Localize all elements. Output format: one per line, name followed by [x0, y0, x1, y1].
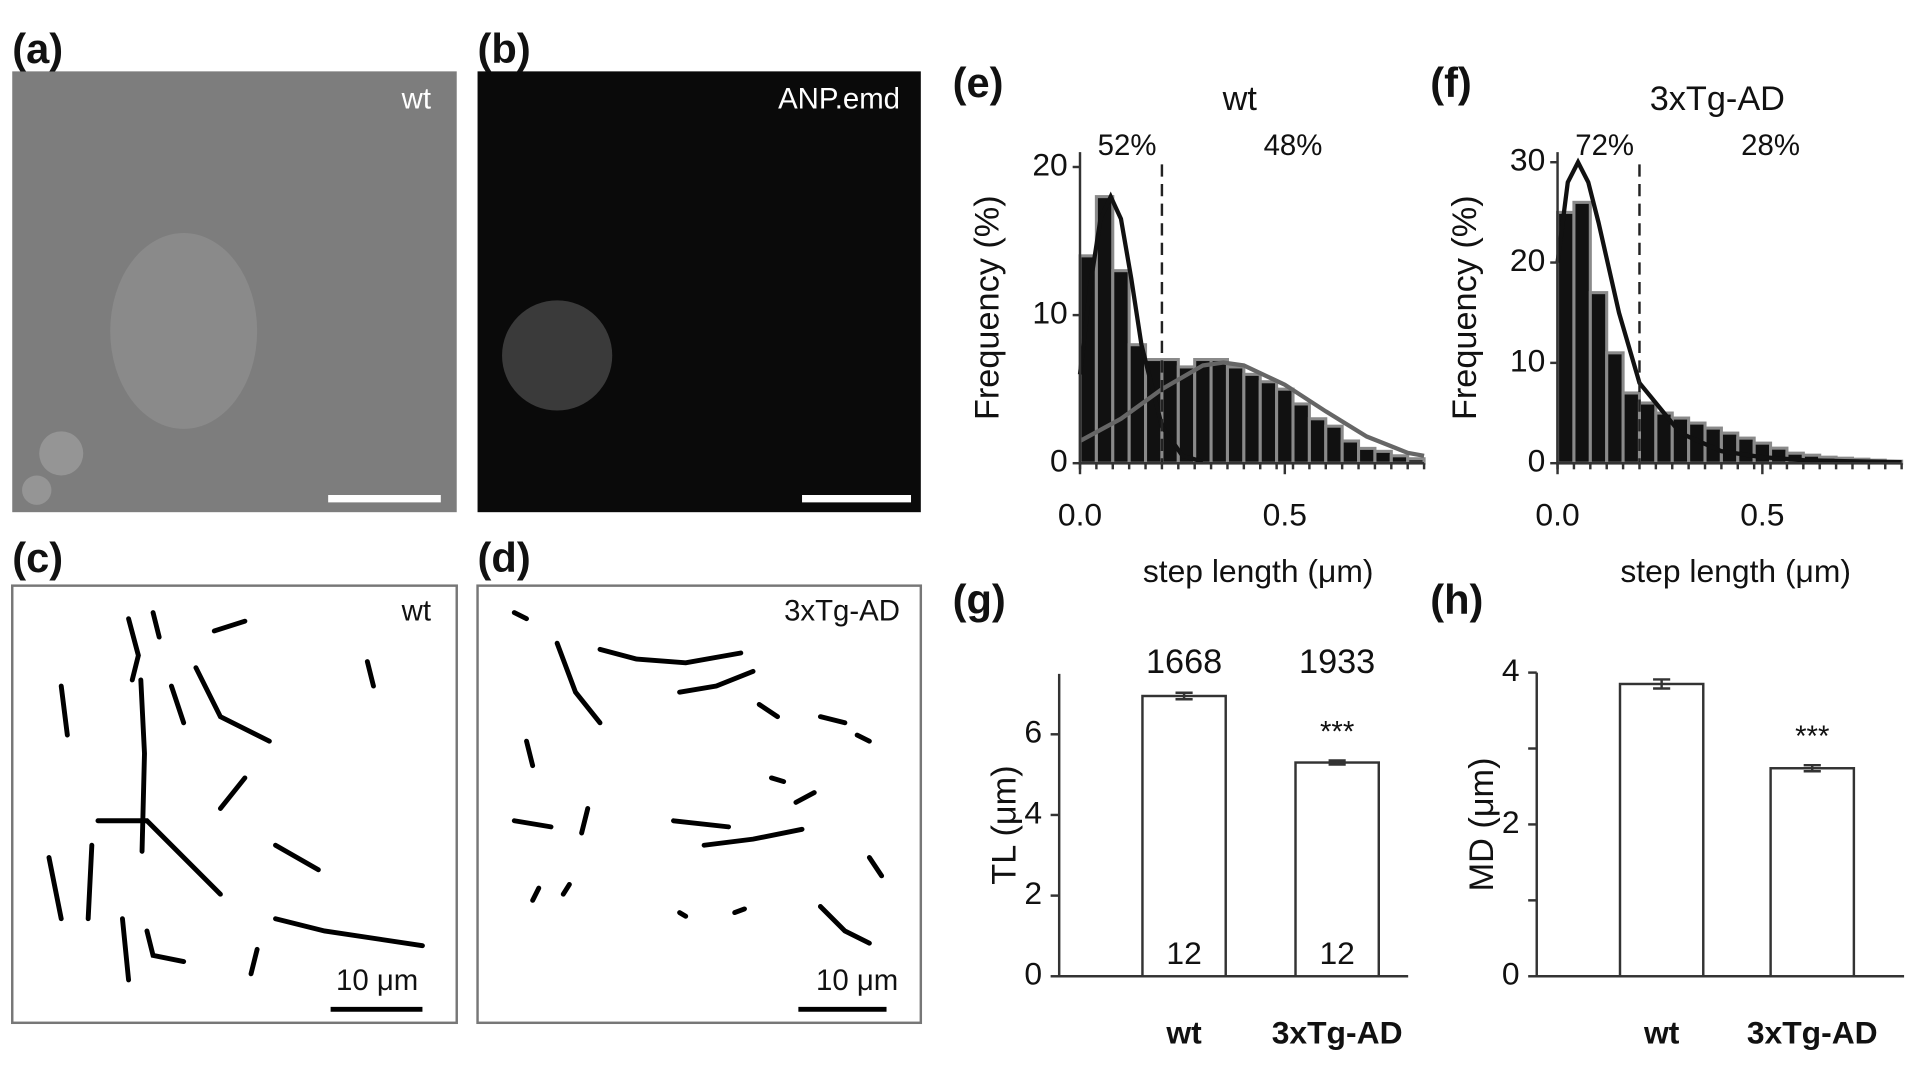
- y-axis-label: TL (μm): [986, 765, 1024, 884]
- percent-annotation: 52%: [1098, 129, 1157, 162]
- chart-title: wt: [1222, 80, 1258, 118]
- histogram-bar: [1275, 387, 1295, 465]
- panel-a: (a) wt: [12, 25, 457, 513]
- y-tick-label: 0: [1050, 443, 1068, 479]
- category-label: 3xTg-AD: [1747, 1014, 1878, 1050]
- histogram-bar: [1588, 291, 1609, 465]
- error-bar: [1328, 759, 1346, 766]
- histogram-bar: [1736, 436, 1756, 465]
- y-axis-label: Frequency (%): [1446, 195, 1484, 420]
- caption: 3xTg-AD: [784, 594, 900, 627]
- y-tick-label: 4: [1024, 794, 1042, 830]
- histogram-bar: [1242, 372, 1262, 465]
- histogram-bar: [1752, 441, 1773, 465]
- significance-label: ***: [1795, 720, 1829, 753]
- cell-glow: [502, 300, 613, 411]
- caption: wt: [401, 83, 431, 116]
- caption: wt: [401, 594, 431, 627]
- y-tick-label: 20: [1032, 146, 1067, 182]
- category-label: wt: [1165, 1014, 1202, 1050]
- histogram-bar: [1193, 358, 1213, 465]
- error-bar: [1803, 763, 1821, 773]
- panel-c: 10 μm (c) wt: [11, 534, 458, 1025]
- panel-label: (c): [12, 534, 63, 581]
- histogram-bar: [1291, 402, 1311, 465]
- cell-texture: [22, 233, 258, 505]
- chart-title: 3xTg-AD: [1650, 80, 1785, 118]
- category-label: 3xTg-AD: [1272, 1014, 1403, 1050]
- histogram-bar: [1373, 449, 1393, 465]
- panel-label: (a): [12, 25, 63, 72]
- x-axis-label: step length (μm): [1143, 553, 1374, 589]
- panel-label: (f): [1430, 59, 1472, 106]
- histogram-bar: [1621, 391, 1642, 465]
- histogram-bar: [1340, 439, 1361, 465]
- y-tick-label: 30: [1510, 142, 1545, 178]
- category-label: wt: [1643, 1014, 1680, 1050]
- y-tick-label: 6: [1024, 714, 1042, 750]
- x-tick-label: 0.5: [1263, 496, 1307, 532]
- histogram-bar: [1307, 417, 1328, 465]
- scale-label: 10 μm: [816, 964, 898, 997]
- x-axis-label: step length (μm): [1620, 553, 1851, 589]
- percent-annotation: 48%: [1264, 129, 1323, 162]
- y-axis-label: MD (μm): [1463, 757, 1501, 891]
- y-tick-label: 20: [1510, 242, 1545, 278]
- bar: [1618, 682, 1705, 978]
- y-axis-label: Frequency (%): [968, 195, 1006, 420]
- histogram-bar: [1176, 365, 1197, 465]
- bar: [1769, 767, 1856, 978]
- panel-label: (h): [1430, 576, 1483, 623]
- x-tick-label: 0.0: [1535, 496, 1579, 532]
- n-label: 12: [1166, 935, 1201, 971]
- error-bar: [1653, 678, 1671, 690]
- y-tick-label: 4: [1502, 652, 1520, 688]
- track-image: [476, 584, 923, 1025]
- caption: ANP.emd: [778, 83, 900, 116]
- panel-d: 10 μm (d) 3xTg-AD: [476, 534, 923, 1025]
- histogram-bar: [1258, 380, 1279, 465]
- histogram-bar: [1324, 424, 1344, 465]
- fit-curve: [1077, 191, 1204, 464]
- percent-annotation: 28%: [1741, 129, 1800, 162]
- y-tick-label: 0: [1024, 956, 1042, 992]
- tracks: [46, 610, 425, 983]
- error-bar: [1175, 691, 1193, 701]
- y-tick-label: 0: [1502, 956, 1520, 992]
- track-image: [11, 584, 458, 1025]
- fit-curve: [1078, 360, 1425, 458]
- percent-annotation: 72%: [1575, 129, 1634, 162]
- scale-label: 10 μm: [336, 964, 418, 997]
- bar: [1141, 694, 1227, 978]
- y-tick-label: 10: [1032, 295, 1067, 331]
- tracks: [511, 610, 885, 946]
- y-tick-label: 2: [1024, 875, 1042, 911]
- n-label: 12: [1319, 935, 1354, 971]
- histogram-bar: [1209, 358, 1229, 465]
- axes: [1057, 673, 1409, 978]
- x-tick-label: 0.0: [1058, 496, 1102, 532]
- histogram-bar: [1572, 200, 1592, 465]
- count-label: 1668: [1146, 643, 1222, 681]
- count-label: 1933: [1299, 643, 1375, 681]
- panel-b: (b) ANP.emd: [477, 25, 921, 513]
- histogram-bar: [1605, 351, 1625, 465]
- fluorescence-image: [477, 71, 921, 513]
- y-tick-label: 10: [1510, 342, 1545, 378]
- panel-label: (b): [478, 25, 531, 72]
- histogram-bar: [1637, 401, 1658, 465]
- significance-label: ***: [1320, 715, 1354, 748]
- panel-label: (g): [953, 576, 1006, 623]
- histogram-bar: [1357, 446, 1377, 465]
- histogram-bar: [1111, 269, 1131, 465]
- panel-label: (d): [478, 534, 531, 581]
- y-tick-label: 0: [1528, 443, 1546, 479]
- panel-label: (e): [953, 59, 1004, 106]
- y-tick-label: 2: [1502, 804, 1520, 840]
- x-tick-label: 0.5: [1740, 496, 1784, 532]
- histogram-bar: [1719, 431, 1740, 465]
- histogram-bar: [1225, 365, 1246, 465]
